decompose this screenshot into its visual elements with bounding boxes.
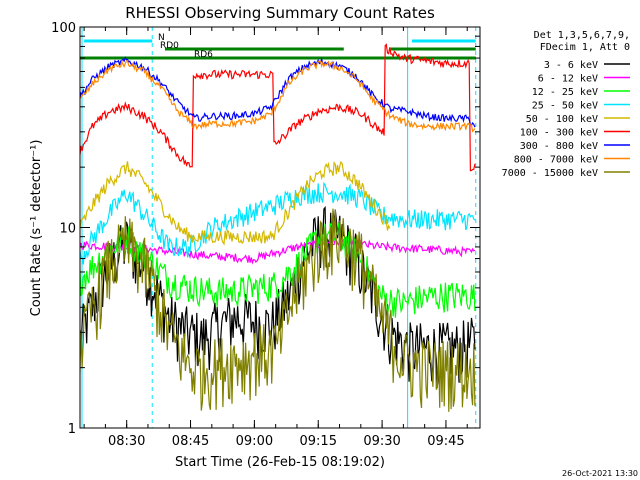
series-line-4 [80, 160, 391, 246]
legend-label-4: 50 - 100 keV [526, 114, 598, 125]
timestamp-label: 26-Oct-2021 13:30 [562, 469, 638, 478]
x-axis-ticks: 08:30 08:45 09:00 09:15 09:30 09:45 [83, 27, 468, 449]
flag-label-n: N [158, 33, 165, 43]
series-lines [80, 43, 476, 412]
x-tick-label-3: 09:15 [300, 434, 337, 449]
flag-label-rd0: RD0 [160, 41, 179, 51]
legend-label-2: 12 - 25 keV [532, 87, 598, 98]
series-line-7 [80, 59, 476, 133]
legend-label-8: 7000 - 15000 keV [502, 168, 598, 179]
series-line-3 [80, 182, 476, 265]
x-tick-label-2: 09:00 [236, 434, 273, 449]
legend: Det 1,3,5,6,7,9,FDecim 1, Att 0 3 - 6 keV… [502, 30, 630, 179]
legend-label-0: 3 - 6 keV [544, 60, 598, 71]
series-line-8 [80, 208, 476, 412]
x-tick-label-0: 08:30 [108, 434, 145, 449]
y-axis-label: Count Rate (s⁻¹ detector⁻¹) [29, 140, 44, 317]
series-line-2 [80, 222, 476, 318]
legend-label-1: 6 - 12 keV [538, 74, 598, 85]
legend-label-3: 25 - 50 keV [532, 101, 598, 112]
legend-label-5: 100 - 300 keV [520, 128, 598, 139]
series-line-5 [80, 43, 476, 172]
series-line-1 [80, 236, 476, 265]
legend-header-1: FDecim 1, Att 0 [540, 42, 630, 53]
x-axis-label: Start Time (26-Feb-15 08:19:02) [175, 455, 385, 470]
x-tick-label-5: 09:45 [427, 434, 464, 449]
legend-header-0: Det 1,3,5,6,7,9, [534, 30, 630, 41]
legend-label-6: 300 - 800 keV [520, 141, 598, 152]
x-tick-label-1: 08:45 [172, 434, 209, 449]
flag-label-rd6: RD6 [194, 50, 213, 60]
legend-label-7: 800 - 7000 keV [514, 155, 598, 166]
chart-title: RHESSI Observing Summary Count Rates [125, 4, 435, 22]
y-axis-ticks: 1 10 100 [51, 21, 480, 437]
y-tick-label-1: 10 [59, 222, 76, 237]
y-tick-label-0: 1 [68, 422, 76, 437]
y-tick-label-2: 100 [51, 21, 76, 36]
x-tick-label-4: 09:30 [363, 434, 400, 449]
